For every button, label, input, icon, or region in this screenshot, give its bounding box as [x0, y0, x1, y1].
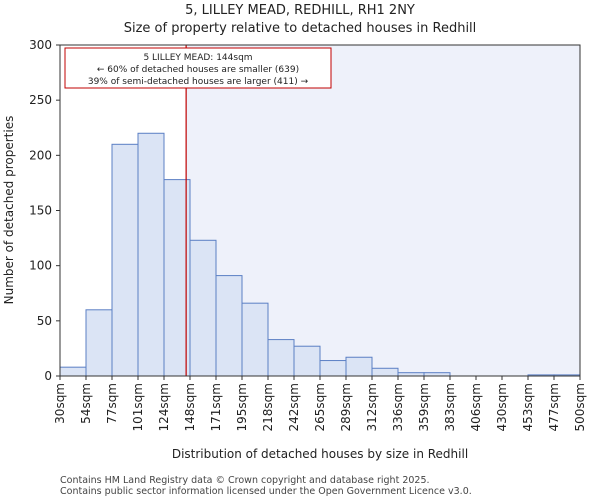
- annotation-frame: [64, 47, 332, 89]
- bar-289sqm: [345, 356, 373, 377]
- annotation-line-3: 39% of semi-detached houses are larger (…: [88, 77, 309, 87]
- bar-195sqm: [241, 302, 269, 377]
- chart-subtitle: Size of property relative to detached ho…: [124, 21, 477, 36]
- bar-171sqm: [215, 275, 243, 377]
- bar-265sqm: [319, 360, 347, 377]
- y-tick-label: 100: [29, 259, 52, 273]
- x-tick-label: 218sqm: [261, 383, 275, 431]
- y-tick-label: 50: [37, 314, 52, 328]
- x-tick-label: 171sqm: [209, 383, 223, 431]
- x-tick-label: 265sqm: [313, 383, 327, 431]
- bar-77sqm: [111, 143, 139, 377]
- x-tick-label: 383sqm: [443, 383, 457, 431]
- y-axis-ticks: 0 50 100 150 200 250 300: [29, 38, 60, 383]
- x-tick-label: 336sqm: [391, 383, 405, 431]
- x-tick-label: 30sqm: [53, 383, 67, 424]
- bar-312sqm: [371, 367, 399, 377]
- annotation-box: 5 LILLEY MEAD: 144sqm ← 60% of detached …: [64, 47, 332, 89]
- x-tick-label: 101sqm: [131, 383, 145, 431]
- bar-54sqm: [85, 309, 113, 377]
- bar-101sqm: [137, 132, 165, 377]
- chart-title: 5, LILLEY MEAD, REDHILL, RH1 2NY: [185, 3, 415, 18]
- x-axis-label: Distribution of detached houses by size …: [172, 447, 468, 461]
- x-tick-label: 77sqm: [105, 383, 119, 424]
- x-tick-label: 500sqm: [573, 383, 587, 431]
- bar-30sqm: [59, 366, 87, 377]
- x-tick-label: 289sqm: [339, 383, 353, 431]
- x-tick-label: 406sqm: [469, 383, 483, 431]
- footer-line-1: Contains HM Land Registry data © Crown c…: [60, 475, 430, 486]
- footer-line-2: Contains public sector information licen…: [60, 486, 472, 497]
- y-tick-label: 300: [29, 38, 52, 52]
- x-tick-label: 54sqm: [79, 383, 93, 424]
- bar-148sqm: [189, 239, 217, 377]
- bar-242sqm: [293, 345, 321, 377]
- y-tick-label: 150: [29, 204, 52, 218]
- x-tick-label: 195sqm: [235, 383, 249, 431]
- annotation-line-1: 5 LILLEY MEAD: 144sqm: [143, 53, 252, 63]
- x-tick-label: 124sqm: [157, 383, 171, 431]
- x-tick-label: 430sqm: [495, 383, 509, 431]
- y-tick-label: 0: [44, 369, 52, 383]
- x-tick-label: 312sqm: [365, 383, 379, 431]
- y-tick-label: 200: [29, 148, 52, 162]
- x-tick-label: 477sqm: [547, 383, 561, 431]
- annotation-line-2: ← 60% of detached houses are smaller (63…: [97, 65, 299, 75]
- x-tick-label: 453sqm: [521, 383, 535, 431]
- bars-group: [59, 132, 581, 377]
- bar-218sqm: [267, 339, 295, 377]
- x-tick-label: 242sqm: [287, 383, 301, 431]
- x-axis-ticks: 30sqm 54sqm 77sqm 101sqm 124sqm 148sqm 171sqm 1…: [53, 376, 587, 431]
- y-tick-label: 250: [29, 93, 52, 107]
- x-tick-label: 148sqm: [183, 383, 197, 431]
- y-axis-label: Number of detached properties: [2, 116, 16, 305]
- x-tick-label: 359sqm: [417, 383, 431, 431]
